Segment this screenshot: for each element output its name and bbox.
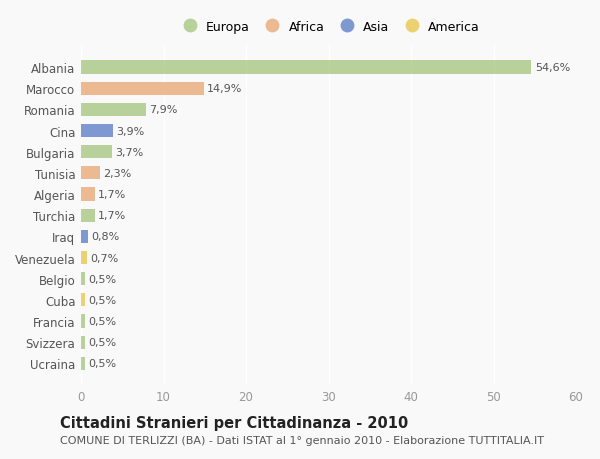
Text: 0,8%: 0,8% [91, 232, 119, 242]
Text: 0,5%: 0,5% [88, 316, 116, 326]
Bar [81, 167, 100, 180]
Bar [81, 146, 112, 159]
Text: 0,7%: 0,7% [90, 253, 118, 263]
Text: 0,5%: 0,5% [88, 337, 116, 347]
Text: 0,5%: 0,5% [88, 295, 116, 305]
Text: 14,9%: 14,9% [207, 84, 242, 94]
Text: 3,9%: 3,9% [116, 126, 145, 136]
Bar [81, 315, 85, 328]
Text: Cittadini Stranieri per Cittadinanza - 2010: Cittadini Stranieri per Cittadinanza - 2… [60, 415, 408, 431]
Bar [81, 252, 87, 264]
Bar [81, 83, 204, 95]
Text: 0,5%: 0,5% [88, 274, 116, 284]
Bar [81, 209, 95, 222]
Legend: Europa, Africa, Asia, America: Europa, Africa, Asia, America [175, 18, 482, 36]
Text: 54,6%: 54,6% [535, 63, 570, 73]
Bar [81, 357, 85, 370]
Bar [81, 104, 146, 117]
Bar [81, 273, 85, 285]
Text: 2,3%: 2,3% [103, 168, 131, 179]
Bar [81, 294, 85, 307]
Bar [81, 125, 113, 138]
Text: 3,7%: 3,7% [115, 147, 143, 157]
Text: 1,7%: 1,7% [98, 190, 127, 200]
Bar [81, 62, 532, 74]
Bar [81, 188, 95, 201]
Text: 7,9%: 7,9% [149, 105, 178, 115]
Bar [81, 230, 88, 243]
Text: COMUNE DI TERLIZZI (BA) - Dati ISTAT al 1° gennaio 2010 - Elaborazione TUTTITALI: COMUNE DI TERLIZZI (BA) - Dati ISTAT al … [60, 435, 544, 445]
Text: 0,5%: 0,5% [88, 358, 116, 369]
Text: 1,7%: 1,7% [98, 211, 127, 221]
Bar [81, 336, 85, 349]
